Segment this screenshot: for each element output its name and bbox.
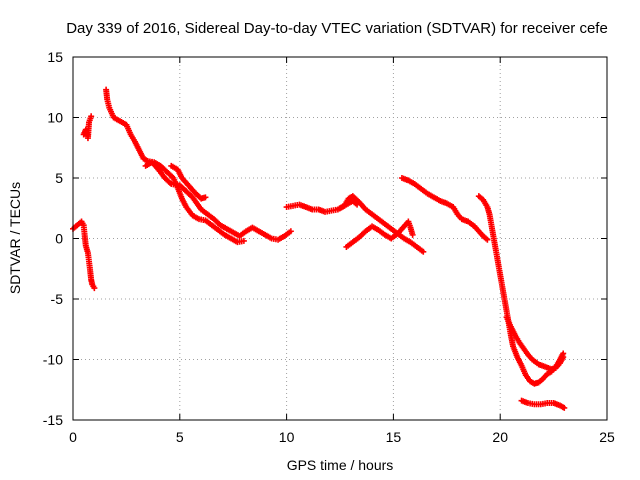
data-point bbox=[561, 404, 568, 411]
series-track-9 bbox=[398, 175, 491, 243]
data-points bbox=[70, 86, 568, 411]
plot-frame bbox=[72, 56, 608, 421]
data-point bbox=[484, 236, 491, 243]
y-tick-label: 0 bbox=[55, 231, 63, 247]
series-track-2 bbox=[80, 113, 95, 142]
series-track-7 bbox=[337, 197, 361, 212]
x-tick-label: 20 bbox=[492, 429, 508, 445]
data-point bbox=[240, 237, 247, 244]
chart-title: Day 339 of 2016, Sidereal Day-to-day VTE… bbox=[66, 20, 608, 37]
data-point bbox=[420, 248, 427, 255]
y-tick-label: -10 bbox=[43, 352, 63, 368]
series-track-8 bbox=[343, 218, 416, 250]
series-track-4 bbox=[142, 159, 294, 243]
x-tick-label: 5 bbox=[176, 429, 184, 445]
y-tick-label: -5 bbox=[51, 291, 64, 307]
series-track-1 bbox=[70, 218, 98, 292]
x-tick-label: 25 bbox=[599, 429, 615, 445]
data-point bbox=[354, 201, 361, 208]
data-point bbox=[91, 285, 98, 292]
series-track-5 bbox=[168, 162, 209, 202]
y-tick-label: 10 bbox=[47, 110, 63, 126]
data-point bbox=[202, 194, 209, 201]
data-point bbox=[287, 228, 294, 235]
x-tick-label: 15 bbox=[386, 429, 402, 445]
series-track-10 bbox=[475, 193, 567, 387]
data-point bbox=[409, 231, 416, 238]
y-tick-label: 5 bbox=[55, 170, 63, 186]
series-track-11 bbox=[503, 314, 567, 373]
y-tick-label: -15 bbox=[43, 412, 63, 428]
series-track-6 bbox=[283, 193, 427, 255]
y-tick-label: 15 bbox=[47, 49, 63, 65]
x-axis-label: GPS time / hours bbox=[287, 457, 394, 473]
x-tick-label: 10 bbox=[279, 429, 295, 445]
x-tick-label: 0 bbox=[69, 429, 77, 445]
data-point bbox=[88, 113, 95, 120]
grid bbox=[73, 57, 607, 420]
axis-ticks: 0 5 10 15 20 25 -15 -10 -5 0 5 10 15 bbox=[43, 49, 615, 445]
data-point bbox=[560, 354, 567, 361]
y-axis-label: SDTVAR / TECUs bbox=[7, 182, 23, 294]
series-track-12 bbox=[518, 397, 568, 411]
